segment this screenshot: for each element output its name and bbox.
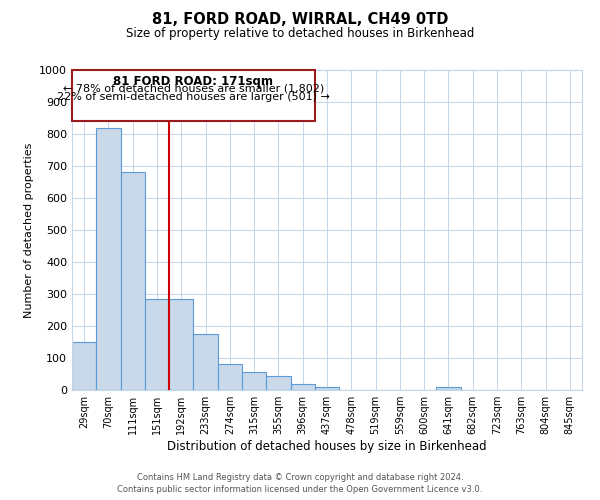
X-axis label: Distribution of detached houses by size in Birkenhead: Distribution of detached houses by size … (167, 440, 487, 453)
Bar (169, 299, 193, 390)
Bar (193, 334, 218, 390)
Bar (218, 364, 242, 390)
FancyBboxPatch shape (72, 70, 315, 121)
Bar (290, 384, 315, 390)
Text: Contains public sector information licensed under the Open Government Licence v3: Contains public sector information licen… (118, 486, 482, 494)
Bar (96, 128, 121, 390)
Bar (145, 299, 169, 390)
Text: 22% of semi-detached houses are larger (501) →: 22% of semi-detached houses are larger (… (57, 92, 330, 102)
Bar (72, 342, 96, 390)
Text: Contains HM Land Registry data © Crown copyright and database right 2024.: Contains HM Land Registry data © Crown c… (137, 473, 463, 482)
Bar (436, 387, 461, 390)
Bar (242, 372, 266, 390)
Text: 81 FORD ROAD: 171sqm: 81 FORD ROAD: 171sqm (113, 75, 274, 88)
Bar (315, 387, 339, 390)
Text: Size of property relative to detached houses in Birkenhead: Size of property relative to detached ho… (126, 28, 474, 40)
Y-axis label: Number of detached properties: Number of detached properties (23, 142, 34, 318)
Bar (121, 172, 145, 390)
Bar (266, 376, 290, 390)
Text: 81, FORD ROAD, WIRRAL, CH49 0TD: 81, FORD ROAD, WIRRAL, CH49 0TD (152, 12, 448, 28)
Text: ← 78% of detached houses are smaller (1,802): ← 78% of detached houses are smaller (1,… (63, 84, 324, 94)
